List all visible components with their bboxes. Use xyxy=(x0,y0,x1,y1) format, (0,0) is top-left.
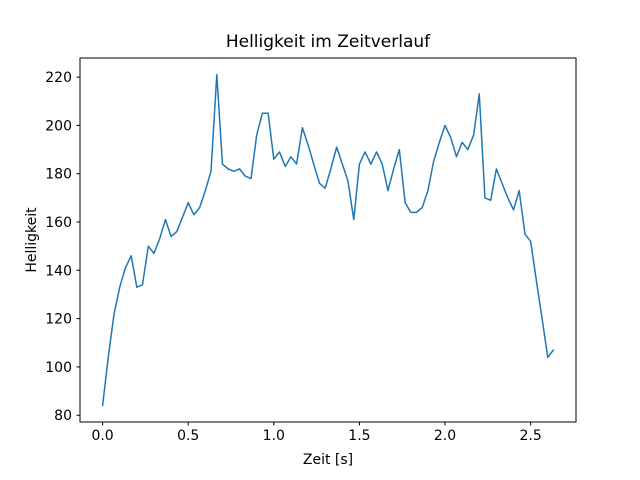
y-tick-label: 140 xyxy=(45,263,72,279)
chart-title: Helligkeit im Zeitverlauf xyxy=(226,32,431,52)
y-tick-label: 180 xyxy=(45,167,72,183)
y-tick-label: 200 xyxy=(45,118,72,134)
data-series xyxy=(101,73,555,407)
x-tick-label: 2.0 xyxy=(434,428,456,444)
y-tick-label: 160 xyxy=(45,215,72,231)
y-tick-label: 220 xyxy=(45,70,72,86)
brightness-line xyxy=(101,73,555,407)
axis-ticks: 0.0 0.5 1.0 1.5 2.0 2.5 80 100 120 140 160 180 200 22… xyxy=(45,70,541,444)
y-axis-label: Helligkeit xyxy=(24,207,40,273)
x-tick-label: 0.0 xyxy=(91,428,113,444)
x-axis-label: Zeit [s] xyxy=(303,452,353,468)
plot-border xyxy=(79,57,577,423)
y-tick-label: 120 xyxy=(45,312,72,328)
x-tick-label: 1.0 xyxy=(263,428,285,444)
x-tick-label: 1.5 xyxy=(348,428,370,444)
x-tick-label: 0.5 xyxy=(177,428,199,444)
y-tick-label: 80 xyxy=(54,408,72,424)
x-tick-label: 2.5 xyxy=(519,428,541,444)
y-tick-label: 100 xyxy=(45,360,72,376)
